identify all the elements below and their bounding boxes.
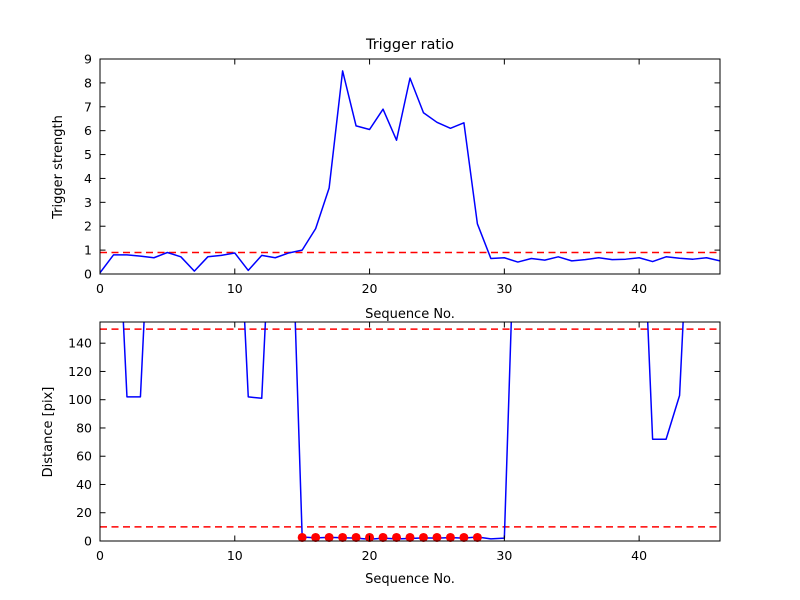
trigger-marker xyxy=(297,532,307,542)
top-plot-area: 0 10 20 30 40 0 1 2 3 4 5 6 7 8 9 xyxy=(84,52,721,296)
trigger-marker xyxy=(392,532,402,542)
x-tick-label: 10 xyxy=(227,548,243,563)
x-tick-label: 30 xyxy=(496,548,512,563)
y-tick-label: 20 xyxy=(76,505,92,520)
axes-frame xyxy=(99,321,721,542)
top-plot-title: Trigger ratio xyxy=(365,37,454,53)
bottom-plot-area: 0 10 20 30 40 0 20 40 60 80 100 120 140 xyxy=(68,321,721,563)
y-tick-label: 140 xyxy=(68,336,92,351)
y-tick-label: 8 xyxy=(84,75,92,90)
y-tick-label: 3 xyxy=(84,195,92,210)
y-tick-label: 7 xyxy=(84,99,92,114)
y-tick-label: 0 xyxy=(84,534,92,549)
x-tick-label: 40 xyxy=(631,281,647,296)
y-tick-label: 120 xyxy=(68,364,92,379)
trigger-marker xyxy=(351,532,361,542)
y-tick-label: 40 xyxy=(76,477,92,492)
x-tick-label: 10 xyxy=(227,281,243,296)
y-tick-label: 0 xyxy=(84,267,92,282)
y-tick-label: 4 xyxy=(84,171,92,186)
bottom-plot-ylabel: Distance [pix] xyxy=(41,387,56,478)
axes-frame xyxy=(99,58,721,275)
y-tick-label: 6 xyxy=(84,123,92,138)
y-tick-label: 5 xyxy=(84,147,92,162)
data-line xyxy=(100,70,720,274)
x-tick-label: 0 xyxy=(96,548,104,563)
x-tick-label: 20 xyxy=(362,281,378,296)
bottom-plot-xlabel: Sequence No. xyxy=(365,572,455,587)
trigger-marker xyxy=(378,532,388,542)
y-tick-label: 60 xyxy=(76,449,92,464)
y-tick-label: 80 xyxy=(76,420,92,435)
top-plot-xlabel: Sequence No. xyxy=(365,307,455,322)
trigger-marker xyxy=(418,532,428,542)
y-tick-label: 100 xyxy=(68,392,92,407)
trigger-marker xyxy=(472,532,482,542)
x-tick-label: 30 xyxy=(496,281,512,296)
trigger-marker xyxy=(338,532,348,542)
y-tick-label: 1 xyxy=(84,243,92,258)
trigger-marker xyxy=(459,532,469,542)
trigger-marker xyxy=(432,532,442,542)
trigger-marker xyxy=(311,532,321,542)
x-tick-label: 40 xyxy=(631,548,647,563)
y-tick-label: 9 xyxy=(84,52,92,67)
top-plot-ylabel: Trigger strength xyxy=(51,115,66,220)
trigger-marker xyxy=(445,532,455,542)
trigger-marker xyxy=(324,532,334,542)
x-tick-label: 20 xyxy=(362,548,378,563)
x-tick-label: 0 xyxy=(96,281,104,296)
data-line xyxy=(122,322,684,541)
trigger-marker xyxy=(405,532,415,542)
y-tick-label: 2 xyxy=(84,219,92,234)
